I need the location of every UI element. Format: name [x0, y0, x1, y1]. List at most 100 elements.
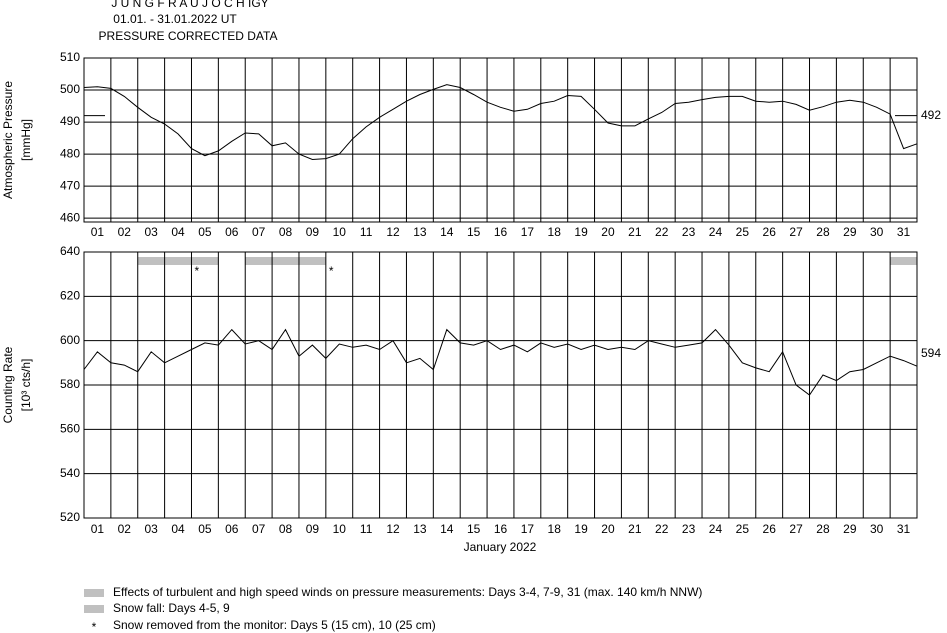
y-tick-label: 620 — [60, 289, 80, 303]
y-tick-label: 520 — [60, 510, 80, 524]
data-line — [83, 84, 918, 161]
x-tick-label: 26 — [763, 522, 777, 536]
y-axis-label: [10³ cts/h] — [19, 359, 33, 412]
y-tick-label: 480 — [60, 146, 80, 160]
x-tick-label: 30 — [870, 225, 884, 239]
asterisk: * — [195, 264, 200, 278]
x-axis-label: January 2022 — [464, 540, 537, 554]
x-tick-label: 31 — [897, 225, 911, 239]
x-tick-label: 04 — [171, 225, 185, 239]
period: 01.01. - 31.01.2022 UT — [113, 12, 237, 26]
x-tick-label: 21 — [628, 225, 642, 239]
x-tick-label: 29 — [843, 225, 857, 239]
x-tick-label: 23 — [682, 225, 696, 239]
x-tick-label: 06 — [225, 225, 239, 239]
x-tick-label: 30 — [870, 522, 884, 536]
legend-text: Snow fall: Days 4-5, 9 — [113, 601, 230, 615]
y-tick-label: 540 — [60, 466, 80, 480]
asterisk: * — [329, 264, 334, 278]
x-tick-label: 27 — [789, 225, 803, 239]
x-tick-label: 11 — [360, 522, 373, 536]
x-tick-label: 17 — [521, 522, 535, 536]
y-tick-label: 510 — [60, 50, 80, 64]
x-tick-label: 25 — [736, 522, 750, 536]
y-tick-label: 460 — [60, 210, 80, 224]
x-tick-label: 26 — [763, 225, 777, 239]
x-tick-label: 09 — [306, 225, 320, 239]
x-tick-label: 27 — [789, 522, 803, 536]
x-tick-label: 15 — [467, 522, 481, 536]
x-tick-label: 25 — [736, 225, 750, 239]
x-tick-label: 08 — [279, 225, 293, 239]
x-tick-label: 07 — [252, 522, 266, 536]
subtitle: PRESSURE CORRECTED DATA — [99, 29, 278, 43]
x-tick-label: 13 — [413, 522, 427, 536]
y-tick-label: 640 — [60, 244, 80, 258]
x-tick-label: 17 — [521, 225, 535, 239]
y-axis-label: Atmospheric Pressure — [1, 81, 15, 199]
x-tick-label: 18 — [548, 225, 562, 239]
band — [137, 257, 219, 265]
y-tick-label: 600 — [60, 333, 80, 347]
x-tick-label: 12 — [386, 522, 400, 536]
x-tick-label: 05 — [198, 225, 212, 239]
plot-frame — [83, 57, 918, 223]
x-tick-label: 07 — [252, 225, 266, 239]
x-tick-label: 10 — [333, 225, 347, 239]
legend-text: Effects of turbulent and high speed wind… — [113, 585, 702, 599]
data-line — [83, 328, 918, 396]
x-tick-label: 28 — [816, 522, 830, 536]
y-tick-label: 470 — [60, 178, 80, 192]
y-tick-label: 560 — [60, 422, 80, 436]
x-tick-label: 15 — [467, 225, 481, 239]
legend-text: Snow removed from the monitor: Days 5 (1… — [113, 618, 436, 632]
legend-swatch — [84, 589, 104, 597]
x-tick-label: 16 — [494, 225, 508, 239]
y-tick-label: 490 — [60, 114, 80, 128]
reference-label: 594 — [921, 346, 941, 360]
y-axis-label: Counting Rate — [1, 346, 15, 423]
x-tick-label: 12 — [386, 225, 400, 239]
x-tick-label: 02 — [118, 522, 132, 536]
x-tick-label: 01 — [91, 522, 105, 536]
y-axis-label: [mmHg] — [19, 119, 33, 161]
y-tick-label: 580 — [60, 377, 80, 391]
x-tick-label: 03 — [144, 522, 158, 536]
x-tick-label: 01 — [91, 225, 105, 239]
x-tick-label: 05 — [198, 522, 212, 536]
x-tick-label: 19 — [574, 522, 588, 536]
x-tick-label: 13 — [413, 225, 427, 239]
x-tick-label: 06 — [225, 522, 239, 536]
title: J U N G F R A U J O C H IGY — [111, 0, 268, 10]
x-tick-label: 23 — [682, 522, 696, 536]
x-tick-label: 19 — [574, 225, 588, 239]
x-tick-label: 20 — [601, 225, 615, 239]
x-tick-label: 22 — [655, 225, 669, 239]
band — [245, 257, 326, 265]
x-tick-label: 11 — [360, 225, 373, 239]
x-tick-label: 24 — [709, 522, 723, 536]
x-tick-label: 04 — [171, 522, 185, 536]
legend-swatch — [84, 605, 104, 613]
band — [890, 257, 917, 265]
y-tick-label: 500 — [60, 82, 80, 96]
x-tick-label: 22 — [655, 522, 669, 536]
reference-label: 492 — [921, 108, 941, 122]
x-tick-label: 14 — [440, 522, 454, 536]
x-tick-label: 21 — [628, 522, 642, 536]
x-tick-label: 09 — [306, 522, 320, 536]
x-tick-label: 31 — [897, 522, 911, 536]
x-tick-label: 28 — [816, 225, 830, 239]
x-tick-label: 10 — [333, 522, 347, 536]
x-tick-label: 14 — [440, 225, 454, 239]
x-tick-label: 08 — [279, 522, 293, 536]
x-tick-label: 18 — [548, 522, 562, 536]
x-tick-label: 20 — [601, 522, 615, 536]
legend-symbol: * — [92, 620, 97, 633]
x-tick-label: 29 — [843, 522, 857, 536]
x-tick-label: 02 — [118, 225, 132, 239]
x-tick-label: 24 — [709, 225, 723, 239]
x-tick-label: 03 — [144, 225, 158, 239]
x-tick-label: 16 — [494, 522, 508, 536]
